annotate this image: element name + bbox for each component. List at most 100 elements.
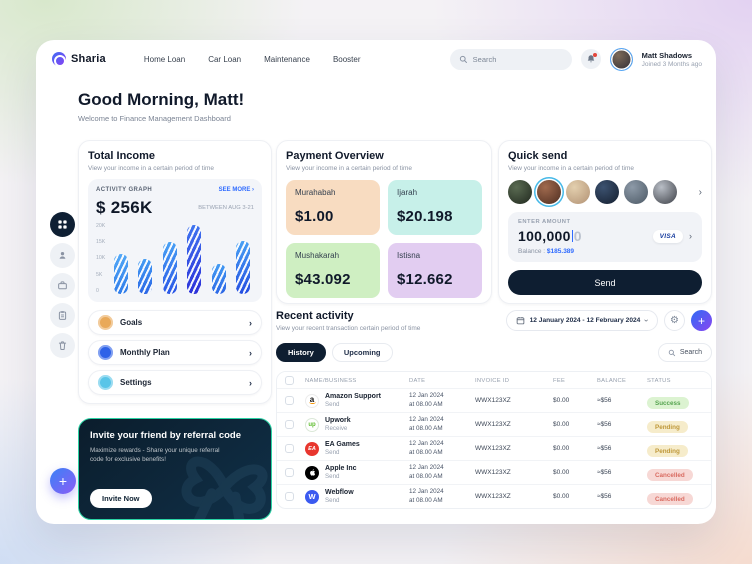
row-checkbox[interactable] [285,467,294,477]
card-next-icon[interactable]: › [689,231,692,241]
payment-overview-title: Payment Overview [286,150,384,162]
row-checkbox[interactable] [285,491,294,501]
time-line: at 08.00 AM [409,400,443,408]
tab-upcoming[interactable]: Upcoming [331,343,393,362]
balance-value: $185.389 [546,248,575,255]
recipient-avatar[interactable] [508,180,532,204]
checkbox-cell [285,440,305,458]
briefcase-icon [58,281,67,290]
nav-item-car-loan[interactable]: Car Loan [208,54,242,64]
table-row: a Amazon Support Send 12 Jan 2024 at 08.00 A… [277,388,711,412]
recipient-avatar[interactable] [624,180,648,204]
transaction-type: Send [325,401,340,408]
nav-item-home-loan[interactable]: Home Loan [143,54,186,64]
search-icon [668,349,675,356]
activity-search-button[interactable]: Search [657,343,712,362]
sidebar-item-dashboard[interactable] [50,212,75,237]
sidebar-item-trash[interactable] [50,333,75,358]
transactions-table: NAME/BUSINESS DATE INVOICE ID FEE BALANCE STA… [276,371,712,509]
quick-send-title: Quick send [508,150,568,162]
balance-cell: ≈$56 [597,493,612,500]
tile-amount: $1.00 [295,208,334,225]
recipient-avatar[interactable] [566,180,590,204]
send-button[interactable]: Send [508,270,702,295]
recipient-avatar[interactable] [537,180,561,204]
sidebar-item-work[interactable] [50,273,75,298]
add-button[interactable]: + [50,468,76,494]
time-line: at 08.00 AM [409,472,443,480]
row-checkbox[interactable] [285,419,294,429]
search-label: Search [679,349,702,356]
avatars-next-icon[interactable]: › [698,186,702,198]
name-cell: Apple Inc Send [305,465,409,480]
name-cell: up Upwork Receive [305,417,409,432]
nav-item-booster[interactable]: Booster [332,54,361,64]
nav-item-maintenance[interactable]: Maintenance [264,54,310,64]
select-all-checkbox[interactable] [285,376,294,385]
dashboard-grid-icon [58,220,67,229]
fee-cell: $0.00 [553,445,570,452]
add-activity-button[interactable]: + [691,310,712,331]
amount-input[interactable]: 100,000 [518,228,571,244]
total-income-menu: Goals › Monthly Plan › Settings › [88,310,262,395]
notification-dot [592,53,597,57]
visa-card-badge[interactable]: VISA [652,229,683,243]
search-icon [459,55,467,63]
status-badge: Cancelled [647,469,693,481]
date-cell: 12 Jan 2024 at 08.00 AM [409,488,475,506]
balance-cell: ≈$56 [597,469,612,476]
y-tick-label: 5K [96,271,103,278]
recent-activity-title: Recent activity [276,310,354,322]
status-cell: Cancelled [647,464,703,482]
plus-icon: + [58,473,68,489]
chevron-right-icon: › [249,347,252,358]
brand[interactable]: Sharia [52,52,106,67]
amount-panel: ENTER AMOUNT 100,000 0 VISA › Balance : … [508,212,702,262]
activity-settings-button[interactable]: ⚙ [664,310,685,331]
menu-item-settings[interactable]: Settings › [88,370,262,395]
menu-item-goals[interactable]: Goals › [88,310,262,335]
date-line: 12 Jan 2024 [409,415,444,423]
payment-overview-card: Payment Overview View your income in a c… [276,140,492,304]
tab-history[interactable]: History [276,343,326,362]
search-input[interactable] [472,54,563,64]
invoice-cell: WWX123XZ [475,397,511,404]
gear-icon: ⚙ [670,315,679,326]
date-line: 12 Jan 2024 [409,487,444,495]
tile-label: Istisna [397,251,421,260]
chart-bar [211,263,226,294]
recipient-avatar[interactable] [595,180,619,204]
menu-item-monthly-plan[interactable]: Monthly Plan › [88,340,262,365]
name-block: Webflow Send [325,489,354,504]
status-cell: Pending [647,416,703,434]
recipient-avatar[interactable] [653,180,677,204]
header-checkbox-cell [285,372,305,390]
navbar-search[interactable] [449,48,572,70]
goals-icon [98,315,113,330]
sidebar-item-profile[interactable] [50,243,75,268]
referral-invite-card: Invite your friend by referral code Maxi… [78,418,272,520]
tile-amount: $43.092 [295,271,351,288]
name-cell: W Webflow Send [305,489,409,504]
chevron-down-icon: › [642,319,652,322]
checkbox-cell [285,416,305,434]
brand-name: Sharia [71,53,106,65]
tile-murahabah: Murahabah $1.00 [286,180,380,235]
name-block: Upwork Receive [325,417,351,432]
row-checkbox[interactable] [285,443,294,453]
checkbox-cell [285,464,305,482]
status-badge: Success [647,397,689,409]
row-checkbox[interactable] [285,395,294,405]
sidebar-item-documents[interactable] [50,303,75,328]
date-cell: 12 Jan 2024 at 08.00 AM [409,464,475,482]
notifications-button[interactable] [580,49,601,69]
tile-mushakarah: Mushakarah $43.092 [286,243,380,298]
nav-links: Home Loan Car Loan Maintenance Booster [144,55,361,64]
date-range-picker[interactable]: 12 January 2024 - 12 February 2024 › [505,310,658,331]
time-line: at 08.00 AM [409,496,443,504]
status-cell: Pending [647,440,703,458]
user-avatar[interactable] [609,47,633,71]
see-more-link[interactable]: SEE MORE › [218,187,254,193]
time-line: at 08.00 AM [409,424,443,432]
invite-now-button[interactable]: Invite Now [90,489,152,508]
